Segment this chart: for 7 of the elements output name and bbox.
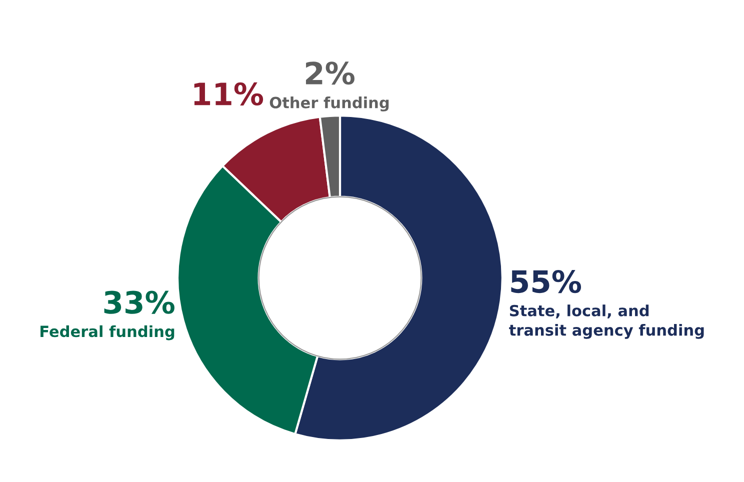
data-label: 11%	[194, 82, 264, 106]
slice-label: State, local, and transit agency funding	[509, 304, 704, 339]
slice-label: Other funding	[270, 96, 389, 112]
data-label: 2%	[306, 62, 354, 85]
slice-label: Federal funding	[40, 325, 174, 340]
data-label: 33%	[104, 290, 174, 314]
data-label: 55%	[511, 270, 582, 294]
